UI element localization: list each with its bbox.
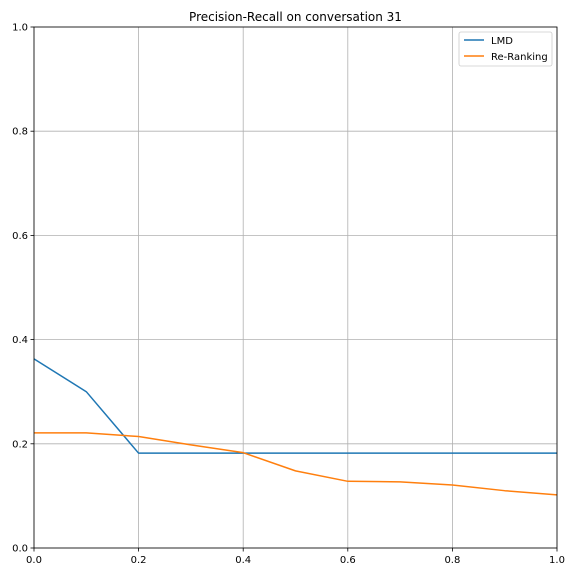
y-tick-label: 0.8	[12, 127, 28, 138]
series-lines	[33, 358, 558, 496]
chart-title: Precision-Recall on conversation 31	[189, 10, 402, 24]
y-tick-label: 0.0	[12, 544, 28, 555]
grid	[33, 26, 558, 549]
series-line-lmd	[33, 358, 557, 454]
y-tick-label: 0.2	[12, 439, 28, 450]
legend: LMD Re-Ranking	[458, 31, 553, 67]
plot-frame	[33, 26, 558, 549]
series-line-re-ranking	[34, 432, 558, 496]
x-tick-label: 0.2	[131, 555, 147, 566]
x-tick-label: 0.0	[26, 555, 42, 566]
legend-label-lmd: LMD	[491, 36, 513, 47]
legend-label-re-ranking: Re-Ranking	[491, 52, 548, 63]
axis-ticks: 0.0 0.2 0.4 0.6 0.8 1.0 0.0 0.2 0.4 0.6 0.8 1.0	[12, 23, 565, 567]
y-tick-label: 0.6	[12, 231, 28, 242]
x-tick-label: 0.6	[340, 555, 356, 566]
x-tick-label: 0.4	[235, 555, 251, 566]
x-tick-label: 0.8	[444, 555, 460, 566]
x-tick-label: 1.0	[549, 555, 565, 566]
y-tick-label: 0.4	[12, 335, 28, 346]
y-tick-label: 1.0	[12, 23, 28, 34]
